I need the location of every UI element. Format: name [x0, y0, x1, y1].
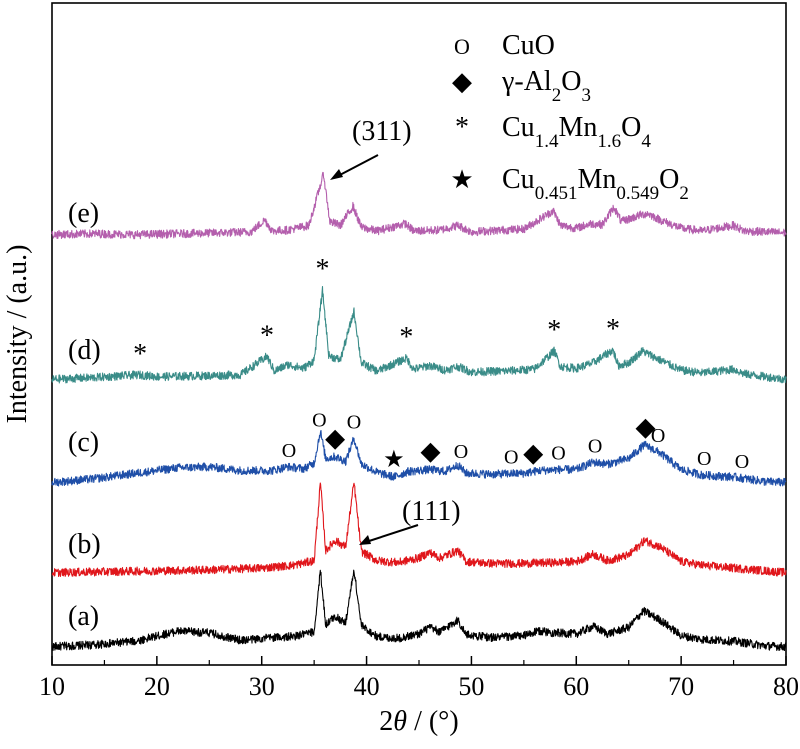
- series-line-e: [51, 171, 787, 240]
- x-tick-label: 80: [773, 672, 799, 701]
- x-axis-ticks: 10 20 30 40 50 60 70 80: [39, 656, 799, 701]
- series-label-b: (b): [68, 529, 101, 560]
- legend-marker-asterisk: *: [455, 112, 469, 143]
- x-tick-label: 20: [144, 672, 170, 701]
- series-line-a: [51, 569, 787, 652]
- series-label-e: (e): [68, 198, 99, 229]
- x-tick-label: 30: [249, 672, 275, 701]
- x-tick-label: 40: [354, 672, 380, 701]
- phase-marker-circle: O: [651, 425, 665, 447]
- legend-label-cumn-spinel: Cu1.4Mn1.6O4: [502, 112, 651, 152]
- legend-marker-circle: O: [454, 34, 470, 59]
- series-label-c: (c): [68, 427, 99, 458]
- phase-marker-circle: O: [504, 447, 518, 469]
- phase-marker-diamond: ◆: [325, 424, 345, 453]
- phase-marker-asterisk: *: [133, 339, 147, 370]
- phase-marker-circle: O: [347, 411, 361, 433]
- legend-item-al2o3: ◆ γ-Al2O3: [452, 66, 591, 106]
- plot-frame: [51, 2, 787, 666]
- series-line-b: [51, 482, 787, 578]
- legend-marker-star: ★: [450, 165, 473, 194]
- annotation-311: (311): [352, 116, 412, 147]
- legend-item-cuo: O CuO: [454, 30, 555, 61]
- annotation-311-arrow: [335, 154, 379, 178]
- phase-marker-circle: O: [282, 440, 296, 462]
- phase-marker-diamond: ◆: [635, 412, 655, 441]
- x-axis-label: 2θ / (°): [379, 706, 458, 737]
- series-label-layer: (a) (b) (c) (d) (e): [68, 198, 101, 632]
- phase-marker-circle: O: [735, 451, 749, 473]
- phase-marker-circle: O: [454, 441, 468, 463]
- legend-item-cumn-oxide: ★ Cu0.451Mn0.549O2: [450, 164, 688, 204]
- phase-marker-circle: O: [312, 409, 326, 431]
- phase-marker-star: ★: [383, 447, 405, 473]
- phase-marker-asterisk: *: [260, 320, 274, 351]
- series-line-c: [51, 429, 787, 487]
- legend-item-cumn-spinel: * Cu1.4Mn1.6O4: [455, 112, 651, 152]
- phase-marker-asterisk: *: [316, 254, 330, 285]
- legend-label-cumn-oxide: Cu0.451Mn0.549O2: [502, 164, 689, 204]
- x-tick-label: 50: [458, 672, 484, 701]
- series-line-d: [51, 286, 787, 384]
- phase-marker-diamond: ◆: [523, 439, 543, 468]
- annotation-111-arrowhead: [359, 535, 371, 545]
- legend-label-al2o3: γ-Al2O3: [501, 66, 591, 106]
- legend-label-cuo: CuO: [502, 30, 555, 61]
- phase-marker-asterisk: *: [606, 314, 620, 345]
- phase-marker-layer: **** * *OO OO O O O OO O◆ ◆ ◆◆★: [133, 254, 749, 473]
- y-axis-label: Intensity / (a.u.): [2, 245, 33, 424]
- x-tick-label: 60: [563, 672, 589, 701]
- phase-marker-circle: O: [697, 448, 711, 470]
- series-label-a: (a): [68, 601, 99, 632]
- series-layer: [51, 171, 787, 652]
- phase-marker-circle: O: [588, 436, 602, 458]
- legend: O CuO ◆ γ-Al2O3 * Cu1.4Mn1.6O4 ★ Cu0.451…: [450, 30, 688, 204]
- series-label-d: (d): [68, 335, 101, 366]
- phase-marker-circle: O: [551, 443, 565, 465]
- annotation-111-arrow: [365, 524, 419, 543]
- annotation-111: (111): [402, 496, 461, 527]
- phase-marker-asterisk: *: [399, 322, 413, 353]
- x-tick-label: 70: [668, 672, 694, 701]
- x-tick-label: 10: [39, 672, 65, 701]
- phase-marker-diamond: ◆: [421, 437, 441, 466]
- annotation-311-arrowhead: [330, 169, 343, 180]
- legend-marker-diamond: ◆: [452, 67, 472, 96]
- phase-marker-asterisk: *: [547, 315, 561, 346]
- annotations: (311) (111): [330, 116, 461, 545]
